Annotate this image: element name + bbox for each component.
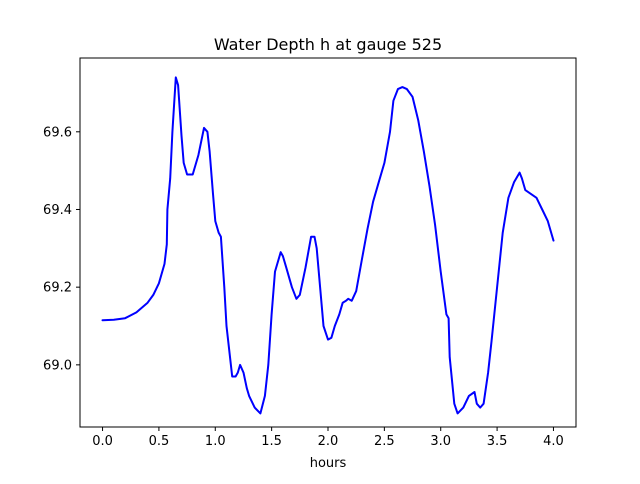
x-tick-label: 0.0 <box>92 434 113 449</box>
y-tick-label: 69.6 <box>43 125 72 140</box>
y-tick-label: 69.4 <box>43 203 72 218</box>
x-tick-label: 3.5 <box>487 434 508 449</box>
y-tick-label: 69.2 <box>43 281 72 296</box>
series-layer <box>101 76 555 415</box>
y-axis: 69.0 69.2 69.4 69.6 <box>43 125 80 373</box>
x-tick-label: 2.0 <box>318 434 339 449</box>
x-tick-label: 1.5 <box>261 434 282 449</box>
y-tick-label: 69.0 <box>43 358 72 373</box>
x-tick-label: 0.5 <box>149 434 170 449</box>
x-axis-label: hours <box>310 456 347 471</box>
series-line-1 <box>101 76 555 415</box>
chart-title: Water Depth h at gauge 525 <box>214 35 442 54</box>
x-axis: 0.0 0.5 1.0 1.5 2.0 2.5 3.0 3.5 4.0 <box>92 427 564 449</box>
x-tick-label: 4.0 <box>543 434 564 449</box>
x-tick-label: 2.5 <box>374 434 395 449</box>
x-tick-label: 3.0 <box>430 434 451 449</box>
x-tick-label: 1.0 <box>205 434 226 449</box>
